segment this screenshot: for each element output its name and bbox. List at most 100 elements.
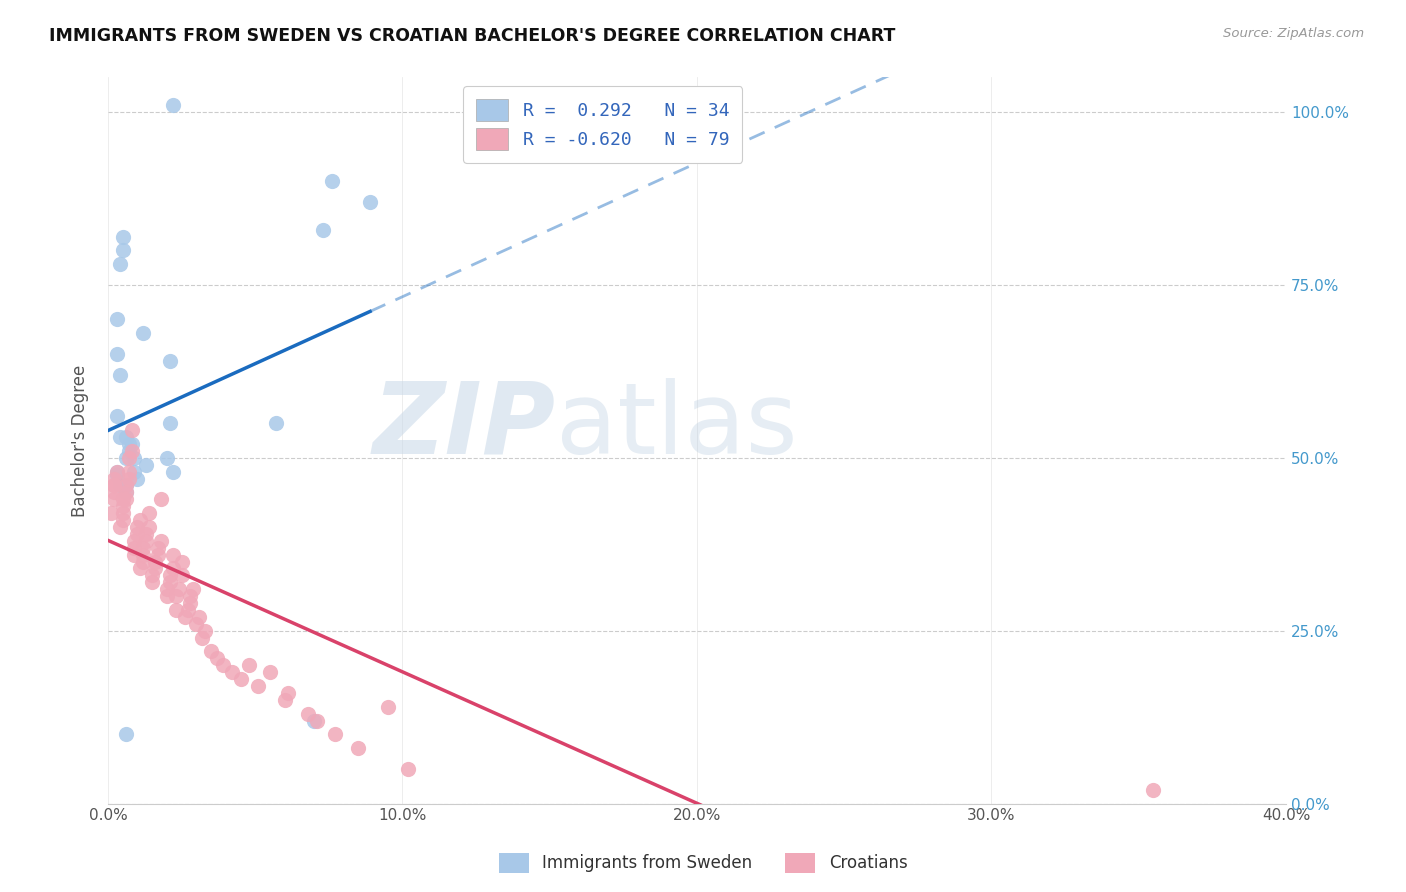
Point [297, 706, 319, 721]
Point [117, 443, 139, 458]
Point [167, 582, 190, 597]
Point [121, 437, 143, 451]
Point [135, 458, 157, 472]
Point [108, 368, 131, 382]
Point [132, 548, 155, 562]
Point [191, 631, 214, 645]
Point [124, 533, 146, 548]
Point [264, 416, 287, 430]
Point [114, 478, 136, 492]
Point [1142, 782, 1164, 797]
Point [138, 520, 160, 534]
Point [127, 520, 149, 534]
Point [111, 500, 134, 514]
Point [138, 506, 160, 520]
Text: Source: ZipAtlas.com: Source: ZipAtlas.com [1223, 27, 1364, 40]
Point [127, 527, 149, 541]
Point [162, 561, 184, 575]
Point [117, 450, 139, 465]
Point [188, 610, 211, 624]
Text: atlas: atlas [555, 377, 797, 475]
Point [156, 582, 179, 597]
Point [221, 665, 243, 680]
Point [302, 714, 325, 728]
Point [103, 478, 125, 492]
Point [150, 533, 173, 548]
Point [108, 430, 131, 444]
Point [170, 555, 193, 569]
Text: IMMIGRANTS FROM SWEDEN VS CROATIAN BACHELOR'S DEGREE CORRELATION CHART: IMMIGRANTS FROM SWEDEN VS CROATIAN BACHE… [49, 27, 896, 45]
Legend: R =  0.292   N = 34, R = -0.620   N = 79: R = 0.292 N = 34, R = -0.620 N = 79 [464, 87, 742, 163]
Point [377, 699, 399, 714]
Point [105, 468, 128, 483]
Point [176, 603, 198, 617]
Point [114, 492, 136, 507]
Point [150, 492, 173, 507]
Point [162, 98, 184, 112]
Point [159, 568, 181, 582]
Point [200, 644, 222, 658]
Point [111, 244, 134, 258]
Point [103, 492, 125, 507]
Point [186, 616, 208, 631]
Point [121, 443, 143, 458]
Point [105, 409, 128, 424]
Point [129, 513, 152, 527]
Point [103, 472, 125, 486]
Point [132, 541, 155, 555]
Point [129, 561, 152, 575]
Point [277, 686, 299, 700]
Point [173, 610, 195, 624]
Point [141, 575, 163, 590]
Point [135, 527, 157, 541]
Point [183, 582, 205, 597]
Point [159, 575, 181, 590]
Point [156, 450, 179, 465]
Point [103, 485, 125, 500]
Point [205, 651, 228, 665]
Point [108, 520, 131, 534]
Point [170, 568, 193, 582]
Point [211, 658, 233, 673]
Point [103, 478, 125, 492]
Text: ZIP: ZIP [373, 377, 555, 475]
Point [396, 762, 419, 776]
Point [179, 596, 201, 610]
Point [135, 533, 157, 548]
Point [105, 465, 128, 479]
Point [124, 548, 146, 562]
Point [111, 506, 134, 520]
Point [259, 665, 281, 680]
Point [114, 485, 136, 500]
Point [273, 693, 295, 707]
Point [143, 555, 166, 569]
Legend: Immigrants from Sweden, Croatians: Immigrants from Sweden, Croatians [492, 847, 914, 880]
Point [165, 589, 187, 603]
Point [108, 257, 131, 271]
Point [146, 548, 169, 562]
Point [146, 541, 169, 555]
Point [238, 658, 260, 673]
Point [117, 437, 139, 451]
Point [229, 672, 252, 686]
Point [359, 194, 381, 209]
Point [111, 229, 134, 244]
Point [162, 465, 184, 479]
Point [323, 727, 346, 741]
Point [117, 465, 139, 479]
Point [247, 679, 270, 693]
Point [143, 561, 166, 575]
Point [100, 506, 122, 520]
Point [114, 478, 136, 492]
Point [127, 472, 149, 486]
Point [179, 589, 201, 603]
Point [114, 430, 136, 444]
Point [124, 541, 146, 555]
Point [114, 450, 136, 465]
Point [114, 485, 136, 500]
Point [105, 465, 128, 479]
Point [105, 312, 128, 326]
Point [312, 222, 335, 236]
Point [124, 465, 146, 479]
Point [156, 589, 179, 603]
